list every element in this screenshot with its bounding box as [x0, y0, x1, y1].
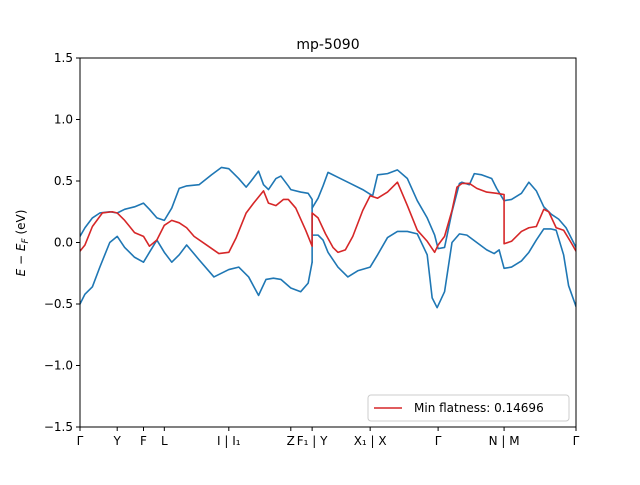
x-tick-label: Γ	[435, 434, 442, 448]
legend: Min flatness: 0.14696	[367, 394, 570, 422]
x-tick-label: Z	[287, 434, 295, 448]
x-tick-label: F₁ | Y	[297, 434, 328, 448]
band-line-1	[80, 166, 313, 263]
y-tick-label: 0.0	[54, 236, 73, 250]
x-tick-label: F	[140, 434, 147, 448]
y-tick-label: −1.5	[44, 420, 73, 434]
band-line-5	[80, 181, 576, 255]
y-tick-label: 1.5	[54, 51, 73, 65]
y-tick-label: −1.0	[44, 359, 73, 373]
legend-box	[367, 394, 570, 422]
series-layer	[80, 166, 576, 309]
y-tick-label: 1.0	[54, 113, 73, 127]
legend-label: Min flatness: 0.14696	[414, 401, 544, 415]
x-tick-label: X₁ | X	[354, 434, 387, 448]
y-axis-label-main: E − E	[14, 243, 28, 276]
x-tick-label: Y	[113, 434, 122, 448]
y-tick-label: 0.5	[54, 174, 73, 188]
band-line-2	[80, 235, 313, 305]
y-axis-label: E − EF (eV)	[14, 210, 31, 277]
y-axis-label-unit: (eV)	[14, 210, 28, 239]
x-tick-label: Γ	[573, 434, 580, 448]
x-tick-label: N | M	[489, 434, 520, 448]
x-tick-label: L	[161, 434, 168, 448]
x-tick-label: Γ	[77, 434, 84, 448]
x-tick-label: I | I₁	[217, 434, 241, 448]
axes-layer: −1.5 −1.0 −0.5 0.0 0.5 1.0 1.5 Γ Y F L I | I₁ Z F₁ | …	[44, 51, 580, 448]
y-axis-label-sub: F	[21, 238, 31, 244]
band-line-4	[311, 228, 576, 309]
chart-title: mp-5090	[296, 37, 359, 53]
y-tick-label: −0.5	[44, 297, 73, 311]
